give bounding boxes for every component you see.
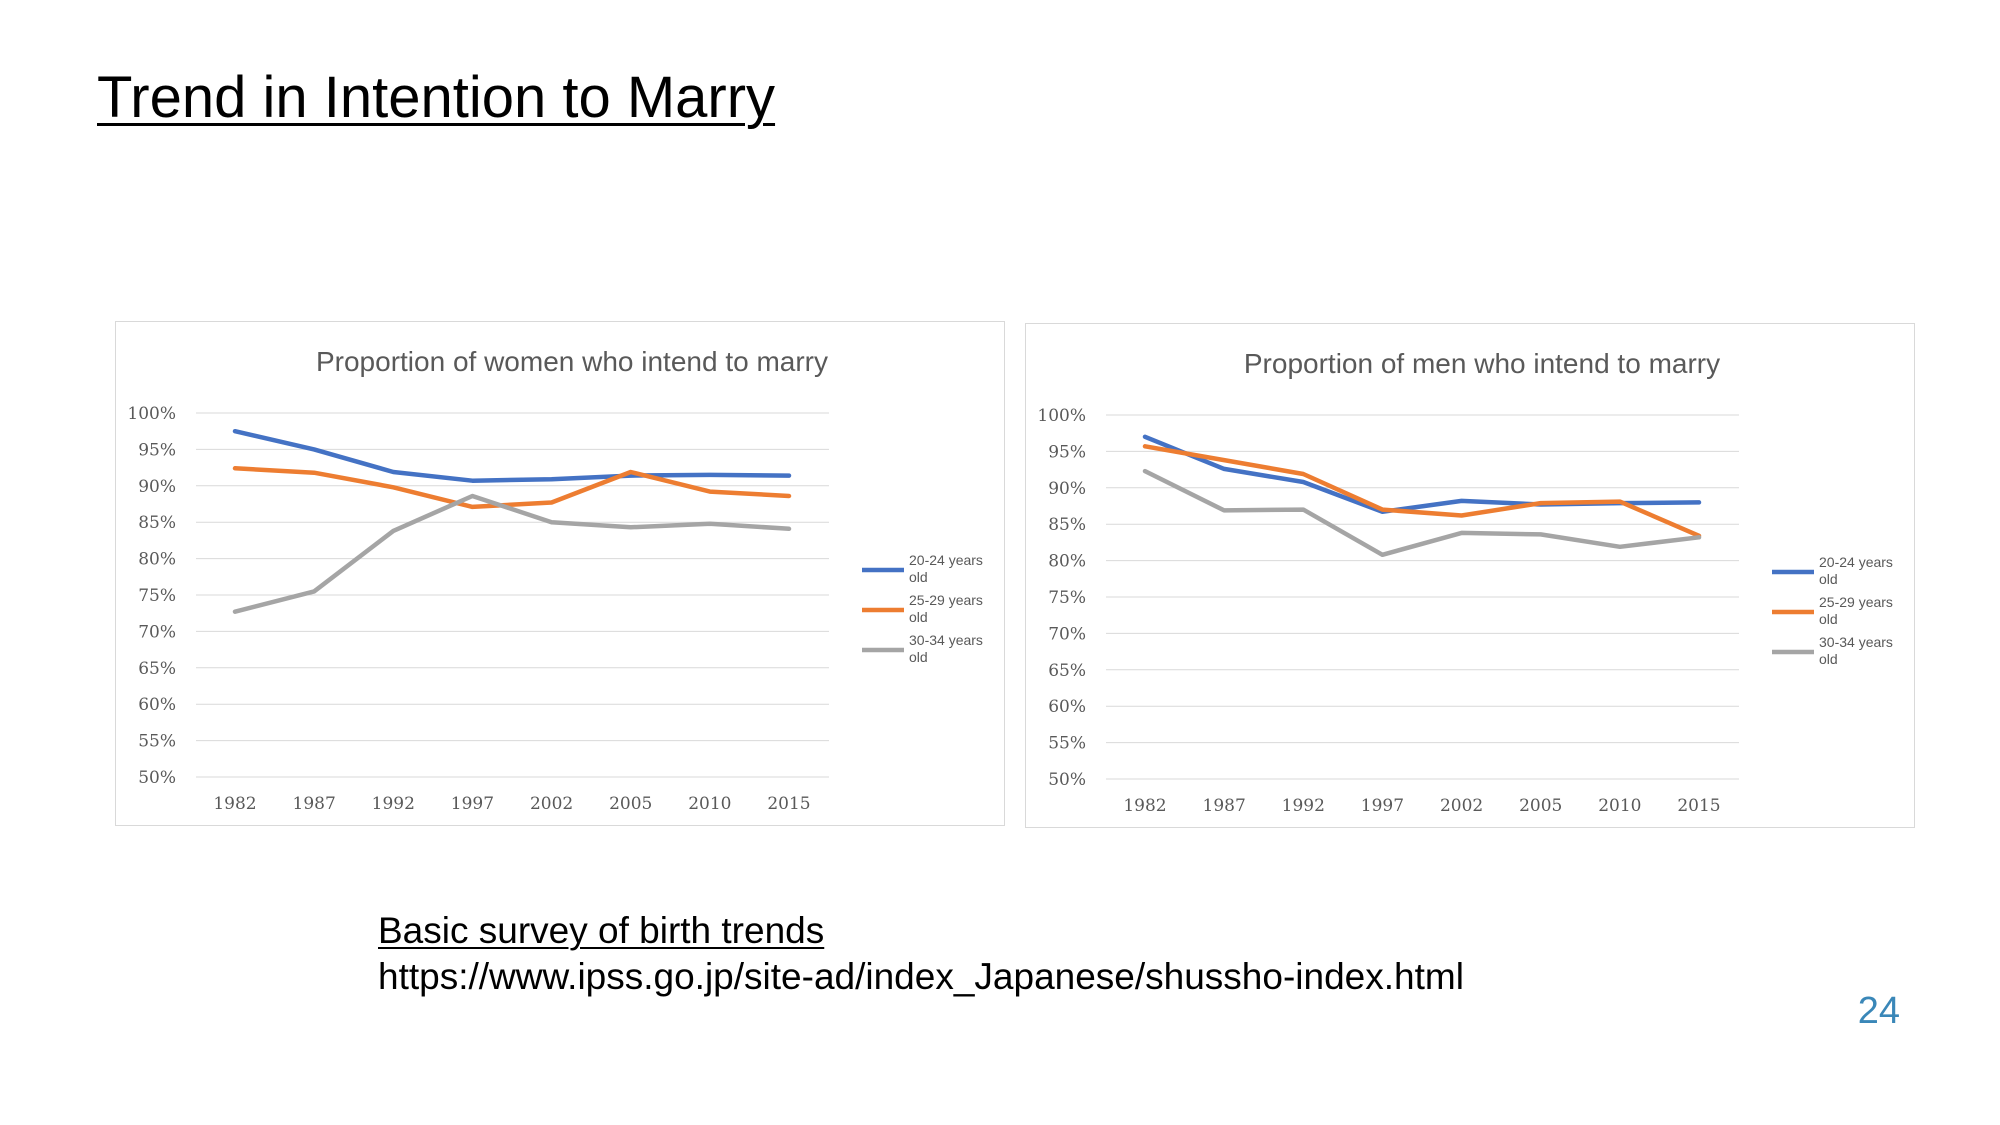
y-tick-label: 95%: [1048, 442, 1086, 462]
y-tick-label: 50%: [138, 768, 176, 788]
chart-panel-women: Proportion of women who intend to marry 1…: [115, 321, 1005, 826]
y-tick-label: 90%: [1048, 479, 1086, 499]
chart-panel-men: Proportion of men who intend to marry 100…: [1025, 323, 1915, 828]
y-tick-label: 70%: [1048, 624, 1086, 644]
chart-women: Proportion of women who intend to marry 1…: [127, 346, 983, 814]
legend-item: 20-24 years old: [1772, 554, 1893, 587]
x-tick-label: 1992: [1282, 796, 1325, 816]
x-tick-label: 2015: [767, 794, 810, 814]
y-tick-label: 55%: [138, 732, 176, 752]
x-tick-label: 2005: [609, 794, 652, 814]
y-tick-label: 60%: [138, 695, 176, 715]
series-line-3: [232, 493, 792, 614]
x-tick-label: 1987: [293, 794, 336, 814]
legend-label: 20-24 years old: [909, 552, 983, 585]
y-tick-label: 65%: [1048, 661, 1086, 681]
legend-item: 25-29 years old: [862, 592, 983, 625]
slide-title: Trend in Intention to Marry: [97, 65, 776, 130]
y-tick-label: 95%: [138, 440, 176, 460]
y-tick-label: 80%: [1048, 552, 1086, 572]
chart-title: Proportion of women who intend to marry: [316, 346, 828, 377]
y-tick-label: 90%: [138, 477, 176, 497]
page-number: 24: [1857, 990, 1900, 1032]
legend-label: 25-29 years old: [909, 592, 983, 625]
series-line-3: [1142, 468, 1702, 558]
x-tick-label: 1992: [372, 794, 415, 814]
y-tick-label: 70%: [138, 622, 176, 642]
x-tick-label: 2010: [1598, 796, 1641, 816]
legend-item: 25-29 years old: [1772, 594, 1893, 627]
y-tick-label: 75%: [138, 586, 176, 606]
chart-men: Proportion of men who intend to marry 100…: [1037, 348, 1893, 816]
x-tick-label: 2005: [1519, 796, 1562, 816]
legend-item: 30-34 years old: [1772, 634, 1893, 667]
y-tick-label: 60%: [1048, 697, 1086, 717]
y-tick-label: 80%: [138, 550, 176, 570]
y-tick-label: 100%: [1037, 406, 1086, 426]
y-tick-label: 85%: [138, 513, 176, 533]
y-tick-label: 65%: [138, 659, 176, 679]
y-tick-label: 75%: [1048, 588, 1086, 608]
source-title: Basic survey of birth trends: [378, 910, 825, 951]
x-tick-label: 1997: [1361, 796, 1404, 816]
y-tick-label: 100%: [127, 404, 176, 424]
series-line-1: [232, 428, 792, 483]
x-tick-label: 2002: [1440, 796, 1483, 816]
y-tick-label: 55%: [1048, 734, 1086, 754]
legend-label: 25-29 years old: [1819, 594, 1893, 627]
x-tick-label: 2010: [688, 794, 731, 814]
legend-label: 30-34 years old: [909, 632, 983, 665]
source-url[interactable]: https://www.ipss.go.jp/site-ad/index_Jap…: [378, 956, 1464, 997]
x-tick-label: 1987: [1203, 796, 1246, 816]
x-tick-label: 1982: [1123, 796, 1166, 816]
series-line-2: [232, 466, 792, 510]
legend-label: 20-24 years old: [1819, 554, 1893, 587]
y-tick-label: 50%: [1048, 770, 1086, 790]
legend-item: 20-24 years old: [862, 552, 983, 585]
x-tick-label: 2015: [1677, 796, 1720, 816]
x-tick-label: 1982: [213, 794, 256, 814]
legend-label: 30-34 years old: [1819, 634, 1893, 667]
chart-title: Proportion of men who intend to marry: [1244, 348, 1720, 379]
x-tick-label: 1997: [451, 794, 494, 814]
x-tick-label: 2002: [530, 794, 573, 814]
series-line-2: [1142, 444, 1702, 539]
y-tick-label: 85%: [1048, 515, 1086, 535]
source-citation: Basic survey of birth trends https://www…: [378, 908, 1464, 1000]
legend-item: 30-34 years old: [862, 632, 983, 665]
